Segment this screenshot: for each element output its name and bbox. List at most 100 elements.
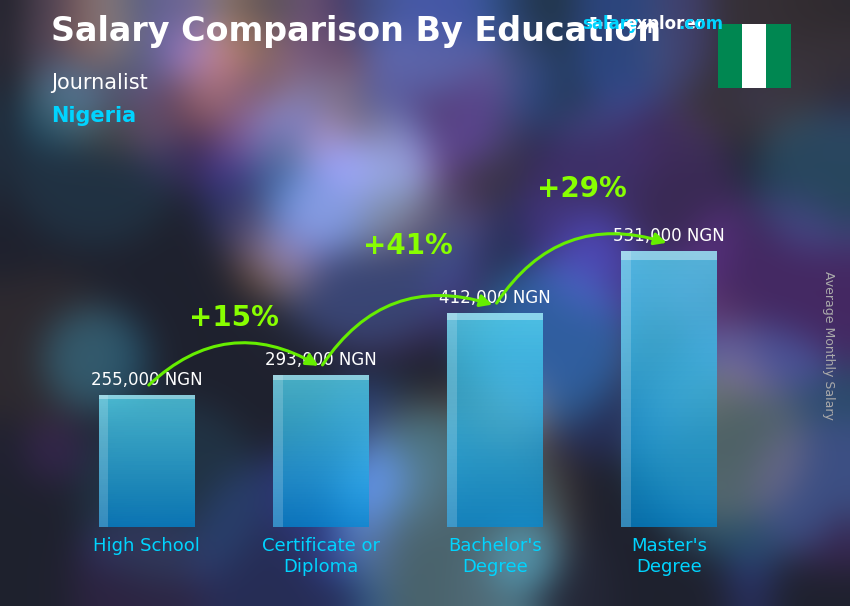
Bar (447, 470, 543, 474)
Bar (99, 425, 195, 428)
Bar (99, 399, 195, 401)
Text: Average Monthly Salary: Average Monthly Salary (822, 271, 836, 420)
Bar (447, 342, 543, 345)
Bar (447, 456, 543, 459)
Bar (273, 504, 369, 507)
Bar (621, 431, 717, 435)
Bar (447, 452, 543, 456)
Bar (621, 408, 717, 412)
Bar (447, 321, 543, 324)
Bar (621, 366, 717, 371)
Bar (621, 251, 717, 256)
Text: Journalist: Journalist (51, 73, 148, 93)
Bar (621, 376, 717, 380)
Bar (621, 256, 717, 261)
Bar (447, 327, 543, 331)
Bar (447, 495, 543, 499)
Bar (447, 420, 543, 424)
Text: salary: salary (582, 15, 639, 33)
Bar (447, 499, 543, 502)
Bar (273, 398, 369, 401)
Bar (621, 440, 717, 444)
Bar (273, 482, 369, 484)
Bar (273, 426, 369, 428)
Bar (99, 395, 195, 397)
Bar (273, 512, 369, 514)
Bar (273, 469, 369, 471)
Bar (273, 494, 369, 497)
Bar (273, 375, 282, 527)
Bar (273, 489, 369, 491)
Bar (273, 491, 369, 494)
Bar (621, 403, 717, 408)
Bar (621, 284, 717, 288)
Bar (273, 378, 369, 380)
Bar (99, 507, 195, 510)
Bar (273, 375, 369, 378)
Bar (273, 395, 369, 398)
Bar (621, 316, 717, 321)
Bar (273, 502, 369, 504)
Bar (99, 481, 195, 483)
Bar (99, 521, 195, 523)
Bar (447, 381, 543, 385)
Bar (273, 388, 369, 390)
Text: +41%: +41% (363, 231, 453, 260)
Bar (447, 488, 543, 491)
Bar (621, 522, 717, 527)
Bar (273, 464, 369, 467)
Bar (273, 471, 369, 474)
Bar (447, 520, 543, 524)
Bar (447, 484, 543, 488)
Bar (447, 510, 543, 513)
Bar (273, 499, 369, 502)
Bar (447, 367, 543, 370)
Bar (447, 502, 543, 506)
Bar (273, 375, 369, 379)
Bar (273, 413, 369, 416)
Bar (621, 265, 717, 270)
Bar (99, 511, 195, 514)
Bar (99, 428, 195, 430)
Bar (621, 380, 717, 385)
Bar (273, 507, 369, 510)
Bar (273, 380, 369, 382)
Text: Salary Comparison By Education: Salary Comparison By Education (51, 15, 661, 48)
Bar (621, 371, 717, 376)
Bar (273, 487, 369, 489)
Bar (99, 419, 195, 421)
Bar (621, 334, 717, 339)
Bar (621, 458, 717, 463)
Bar (99, 523, 195, 525)
Bar (99, 395, 195, 399)
Bar (99, 450, 195, 452)
Bar (447, 349, 543, 353)
Bar (447, 481, 543, 484)
Bar (621, 518, 717, 522)
Bar (273, 390, 369, 393)
Bar (621, 344, 717, 348)
Bar (621, 504, 717, 509)
Bar (99, 404, 195, 406)
Bar (621, 279, 717, 284)
Bar (447, 435, 543, 438)
Bar (621, 486, 717, 490)
Bar (447, 313, 543, 319)
Bar (273, 410, 369, 413)
Bar (621, 495, 717, 499)
Bar (99, 445, 195, 448)
Bar (447, 410, 543, 413)
Bar (99, 437, 195, 439)
Bar (621, 275, 717, 279)
Bar (447, 424, 543, 427)
Bar (99, 406, 195, 408)
Bar (99, 417, 195, 419)
Bar (99, 514, 195, 516)
Bar (99, 448, 195, 450)
Bar (447, 459, 543, 463)
Bar (273, 456, 369, 459)
Bar (621, 293, 717, 298)
Bar (621, 385, 717, 389)
Bar (447, 385, 543, 388)
Bar (447, 317, 543, 321)
